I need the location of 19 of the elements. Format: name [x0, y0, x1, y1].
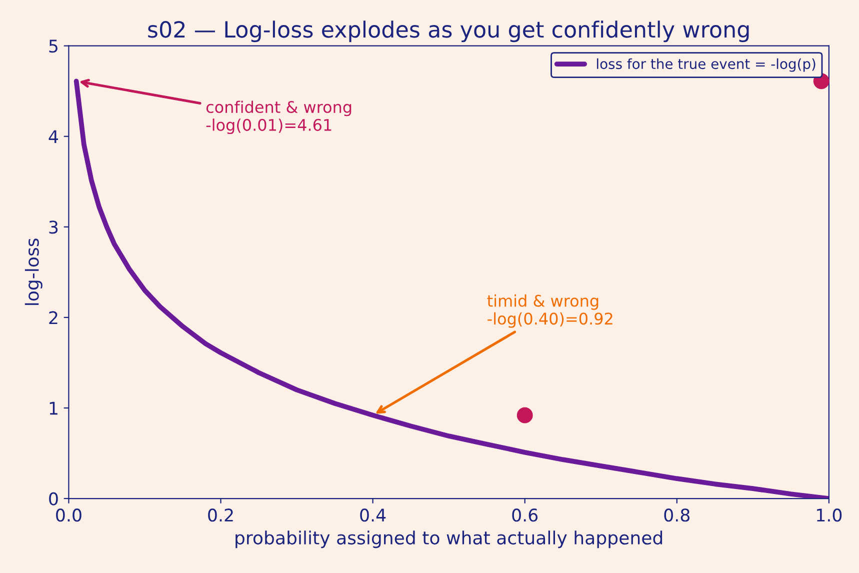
x-tick-label: 0.8 — [664, 508, 690, 522]
y-tick-label: 4 — [48, 130, 58, 143]
chart-title: s02 — Log-loss explodes as you get confidently wrong — [148, 20, 749, 42]
annotation: confident & wrong -log(0.01)=4.61 — [206, 100, 352, 134]
x-tick-label: 0.4 — [360, 508, 386, 522]
y-axis-title: log-loss — [24, 238, 42, 305]
y-tick-label: 5 — [49, 40, 58, 53]
annotation: timid & wrong -log(0.40)=0.92 — [487, 294, 612, 328]
y-tick-label: 0 — [49, 492, 58, 506]
legend-label: loss for the true event = -log(p) — [597, 58, 816, 72]
x-tick-label: 1.0 — [817, 508, 842, 522]
x-tick-label: 0.2 — [208, 508, 233, 522]
y-tick-label: 3 — [49, 220, 58, 234]
y-tick-label: 2 — [49, 311, 58, 324]
line-series — [74, 78, 829, 499]
y-tick-label: 1 — [50, 402, 58, 415]
x-tick-label: 0.0 — [56, 508, 82, 522]
x-axis-title: probability assigned to what actually happened — [236, 530, 662, 548]
x-tick-label: 0.6 — [512, 508, 538, 522]
